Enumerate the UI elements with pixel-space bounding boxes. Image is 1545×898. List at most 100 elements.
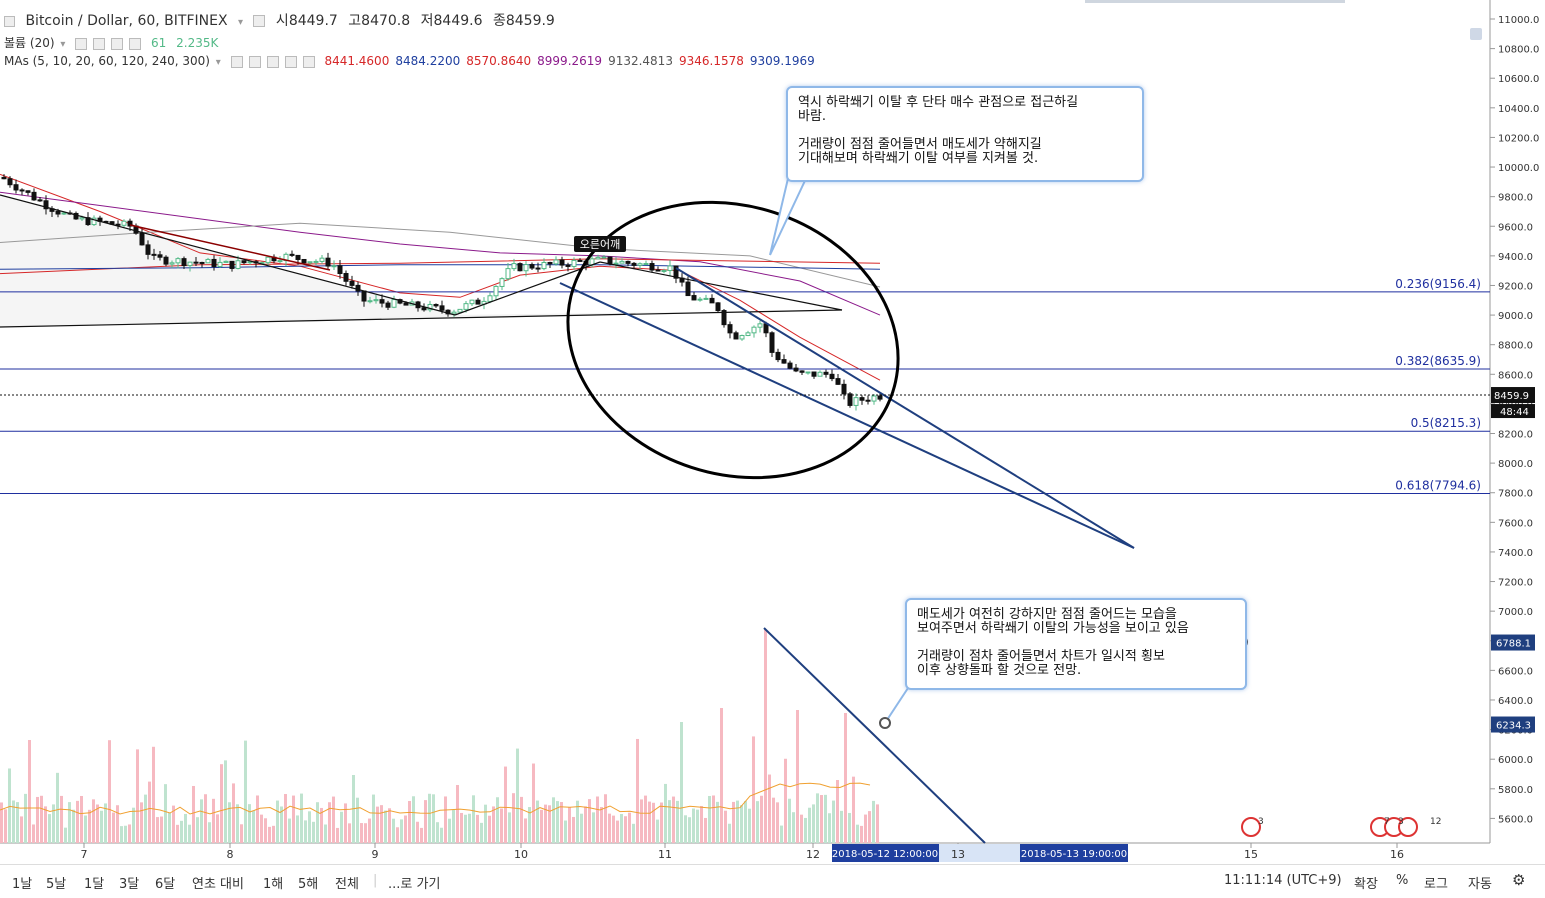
volume-bar xyxy=(732,801,735,843)
gear-icon[interactable] xyxy=(248,55,261,68)
volume-trendline[interactable] xyxy=(763,627,986,844)
volume-bar xyxy=(808,807,811,843)
candle xyxy=(841,383,847,395)
downtrend-channel-lower[interactable] xyxy=(559,282,1135,549)
red-trendline[interactable] xyxy=(129,224,331,271)
volume-bar xyxy=(472,795,475,843)
range-button[interactable]: 3달 xyxy=(119,877,140,892)
candle xyxy=(499,278,505,287)
scale-option[interactable]: 확장 xyxy=(1354,877,1378,892)
shoulder-line[interactable] xyxy=(599,261,843,311)
right-shoulder-tag[interactable]: 오른어깨 xyxy=(574,236,626,252)
volume-bar xyxy=(60,795,63,843)
shoulder-ellipse[interactable] xyxy=(532,161,934,520)
plus-icon[interactable] xyxy=(111,37,124,50)
collapse-icon[interactable] xyxy=(4,15,15,27)
wedge-upper-line[interactable] xyxy=(0,194,456,316)
wedge-lower-line[interactable] xyxy=(0,309,843,328)
clock[interactable]: 11:11:14 (UTC+9) xyxy=(1224,873,1342,888)
candle xyxy=(337,265,343,275)
volume-bar xyxy=(396,827,399,843)
volume-label[interactable]: 볼륨 (20) xyxy=(4,36,55,50)
callout2-anchor[interactable] xyxy=(879,717,891,729)
low-label: 저 xyxy=(420,13,434,29)
candle xyxy=(805,371,811,374)
candle xyxy=(175,258,181,264)
price-axis: 11000.0 10800.0 10600.0 10400.0 10200.0 10000… xyxy=(0,15,1539,825)
candle xyxy=(715,302,721,312)
volume-bar xyxy=(856,824,859,843)
candle xyxy=(607,256,613,264)
close-icon[interactable] xyxy=(302,55,315,68)
volume-bar xyxy=(32,824,35,843)
flag-icon[interactable] xyxy=(1398,817,1418,837)
volume-bar xyxy=(772,797,775,843)
flag-icon[interactable] xyxy=(1241,817,1261,837)
range-button[interactable]: 5해 xyxy=(298,877,319,892)
dropdown-icon[interactable]: ▾ xyxy=(60,39,66,50)
volume-value-2: 2.235K xyxy=(176,36,219,50)
ma-label[interactable]: MAs (5, 10, 20, 60, 120, 240, 300) xyxy=(4,54,210,68)
volume-bar xyxy=(860,825,863,843)
downtrend-channel-upper[interactable] xyxy=(675,267,1135,549)
candle xyxy=(157,254,163,258)
volume-bar xyxy=(192,785,195,843)
range-button[interactable]: 5날 xyxy=(46,877,67,892)
candle xyxy=(817,371,823,377)
shoulder-line[interactable] xyxy=(454,261,601,316)
candle xyxy=(181,258,187,267)
info-icon[interactable] xyxy=(1470,28,1482,40)
callout2-connector[interactable] xyxy=(884,684,911,724)
dropdown-icon[interactable]: ▾ xyxy=(215,57,221,68)
volume-bar xyxy=(420,827,423,843)
candle xyxy=(787,362,793,369)
fib-label: 0.618(7794.6) xyxy=(1395,479,1481,493)
volume-bar xyxy=(388,808,391,843)
settings-icon[interactable] xyxy=(253,15,266,27)
candle xyxy=(325,257,331,267)
gear-icon[interactable] xyxy=(93,37,106,50)
volume-bar xyxy=(152,746,155,843)
volume-bar xyxy=(444,796,447,843)
callout-2[interactable]: 매도세가 여전히 강하지만 점점 줄어드는 모습을 보여주면서 하락쐐기 이탈의… xyxy=(905,598,1247,690)
time-label: 11 xyxy=(658,848,672,861)
log-toggle[interactable]: 로그 xyxy=(1424,877,1448,892)
event-icons[interactable]: 3 7 3 12 xyxy=(1241,817,1441,837)
dropdown-icon[interactable]: ▾ xyxy=(237,17,244,28)
time-start-box[interactable] xyxy=(832,844,939,862)
range-button[interactable]: 1해 xyxy=(263,877,284,892)
top-handle[interactable] xyxy=(1085,0,1345,3)
callout-1[interactable]: 역시 하락쐐기 이탈 후 단타 매수 관점으로 접근하길 바람. 거래량이 점점… xyxy=(786,86,1144,182)
price-tick-label: 5800.0 xyxy=(1498,785,1533,796)
goto-button[interactable]: ...로 가기 xyxy=(388,877,441,892)
volume-bar xyxy=(160,816,163,843)
volume-bar xyxy=(480,822,483,843)
symbol-title[interactable]: Bitcoin / Dollar, 60, BITFINEX xyxy=(25,13,228,29)
price-tick-label: 7600.0 xyxy=(1498,518,1533,529)
time-label: 9 xyxy=(372,848,379,861)
range-button[interactable]: 전체 xyxy=(335,877,359,892)
gear-icon[interactable]: ⚙ xyxy=(1512,871,1526,889)
auto-toggle[interactable]: 자동 xyxy=(1468,877,1492,892)
range-button[interactable]: 1날 xyxy=(12,877,33,892)
range-button[interactable]: 1달 xyxy=(84,877,105,892)
percent-toggle[interactable]: % xyxy=(1396,873,1409,888)
time-end-box[interactable] xyxy=(1020,844,1128,862)
eye-icon[interactable] xyxy=(230,55,243,68)
price-tick-label: 7800.0 xyxy=(1498,489,1533,500)
volume-bar xyxy=(392,818,395,843)
price-tick-label: 9400.0 xyxy=(1498,252,1533,263)
range-button[interactable]: 6달 xyxy=(155,877,176,892)
volume-bar xyxy=(236,804,239,843)
volume-bar xyxy=(468,813,471,843)
volume-bar xyxy=(464,814,467,843)
plus-icon[interactable] xyxy=(284,55,297,68)
candle xyxy=(355,284,361,292)
range-button[interactable]: 연초 대비 xyxy=(192,877,244,892)
candle xyxy=(709,297,715,304)
code-icon[interactable] xyxy=(266,55,279,68)
volume-bar xyxy=(220,764,223,843)
close-icon[interactable] xyxy=(129,37,142,50)
eye-icon[interactable] xyxy=(75,37,88,50)
